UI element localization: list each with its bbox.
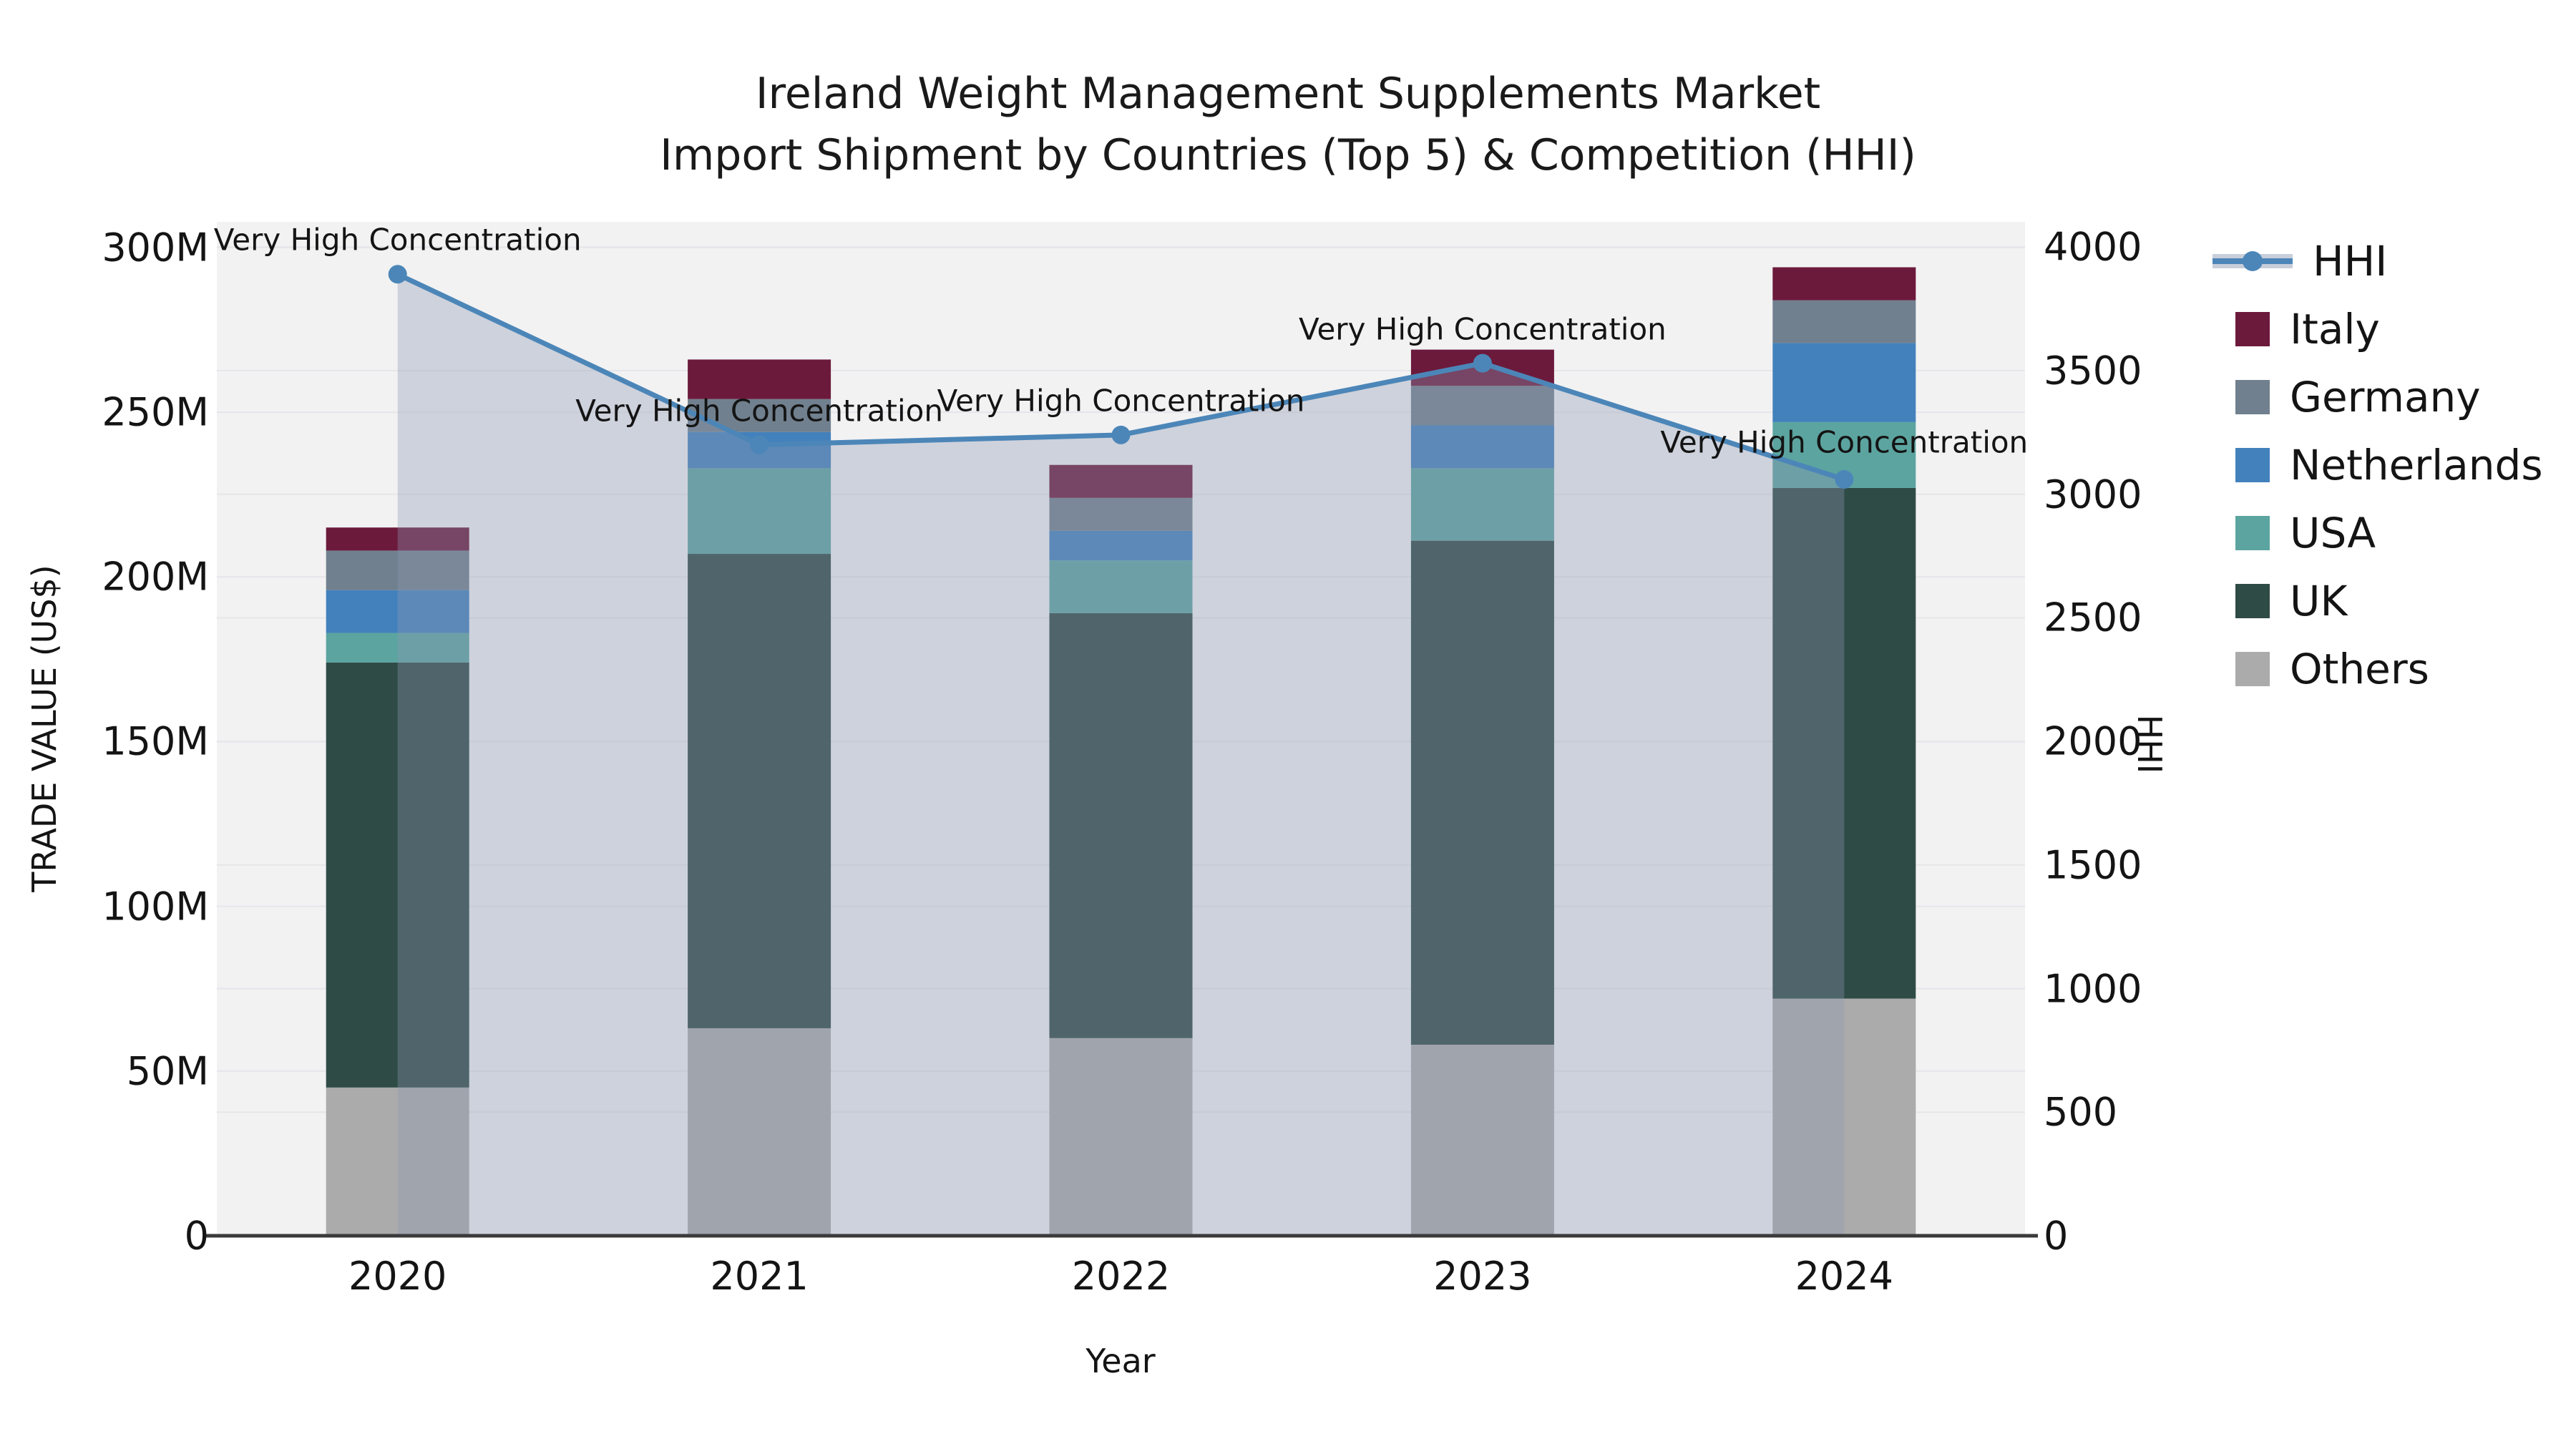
legend-swatch-usa	[2235, 516, 2270, 550]
legend-item-uk: UK	[2212, 576, 2348, 626]
legend-swatch-italy	[2235, 312, 2270, 346]
x-tick-2022: 2022	[1071, 1254, 1171, 1299]
legend-label-uk: UK	[2290, 577, 2348, 625]
y-right-tick-4000: 4000	[2044, 224, 2142, 270]
y-right-tick-1500: 1500	[2044, 842, 2142, 888]
legend-label-italy: Italy	[2290, 305, 2380, 353]
annotation-2022: Very High Concentration	[937, 383, 1305, 419]
legend-item-others: Others	[2212, 644, 2429, 694]
bar-segment-germany-2023	[1410, 386, 1554, 426]
hhi-marker-2023	[1473, 353, 1492, 373]
y-right-tick-500: 500	[2044, 1089, 2118, 1135]
legend-swatch-uk	[2235, 584, 2270, 618]
bar-segment-netherlands-2023	[1410, 425, 1554, 469]
bar-segment-others-2024	[1772, 998, 1916, 1236]
bar-segment-others-2021	[688, 1028, 831, 1236]
bar-segment-germany-2024	[1772, 300, 1916, 343]
bar-segment-uk-2024	[1772, 487, 1916, 999]
legend-item-italy: Italy	[2212, 304, 2380, 354]
bar-segment-others-2020	[326, 1087, 469, 1236]
y-right-tick-2500: 2500	[2044, 595, 2142, 640]
bar-segment-uk-2021	[688, 554, 831, 1028]
y-left-tick-0: 0	[184, 1213, 209, 1259]
annotation-2024: Very High Concentration	[1660, 424, 2029, 460]
y-right-tick-1000: 1000	[2044, 966, 2142, 1012]
y-left-tick-250M: 250M	[102, 389, 209, 435]
hhi-line-marker-dot	[2243, 251, 2263, 271]
annotation-2021: Very High Concentration	[575, 393, 943, 429]
bar-segment-usa-2021	[688, 468, 831, 555]
y-right-tick-3500: 3500	[2044, 348, 2142, 394]
bar-segment-others-2022	[1049, 1038, 1193, 1236]
x-tick-2024: 2024	[1795, 1254, 1894, 1299]
y-left-tick-300M: 300M	[102, 225, 209, 270]
hhi-area-fill	[397, 274, 1845, 1236]
hhi-marker-2022	[1111, 425, 1131, 444]
bar-segment-uk-2023	[1410, 540, 1554, 1045]
legend-label-others: Others	[2290, 645, 2429, 693]
x-tick-2023: 2023	[1433, 1254, 1532, 1299]
bar-segment-netherlands-2022	[1049, 530, 1193, 561]
legend-label-germany: Germany	[2290, 373, 2481, 421]
legend-item-usa: USA	[2212, 508, 2376, 558]
x-axis-title: Year	[1085, 1342, 1156, 1380]
bar-segment-germany-2020	[326, 550, 469, 590]
bar-segment-italy-2024	[1772, 267, 1916, 301]
legend-label-usa: USA	[2290, 509, 2376, 557]
y-right-tick-0: 0	[2044, 1213, 2069, 1259]
legend-item-germany: Germany	[2212, 372, 2481, 422]
annotation-2020: Very High Concentration	[213, 222, 582, 258]
bar-segment-uk-2020	[326, 662, 469, 1088]
bar-segment-usa-2023	[1410, 468, 1554, 541]
legend-swatch-others	[2235, 652, 2270, 686]
y-left-tick-200M: 200M	[102, 554, 209, 600]
legend-item-hhi: HHI	[2212, 236, 2387, 286]
legend-swatch-germany	[2235, 380, 2270, 414]
bar-segment-italy-2022	[1049, 464, 1193, 498]
legend-item-netherlands: Netherlands	[2212, 440, 2543, 490]
y-left-tick-50M: 50M	[126, 1048, 209, 1094]
bar-segment-italy-2020	[326, 527, 469, 551]
x-tick-2020: 2020	[348, 1254, 447, 1299]
y-right-tick-2000: 2000	[2044, 718, 2142, 764]
chart-title: Ireland Weight Management Supplements Ma…	[0, 63, 2576, 186]
hhi-marker-2021	[750, 435, 769, 454]
bar-segment-netherlands-2020	[326, 590, 469, 633]
hhi-line-swatch-icon	[2212, 244, 2293, 278]
bar-segment-usa-2022	[1049, 560, 1193, 613]
legend-label-hhi: HHI	[2313, 237, 2388, 286]
bar-segment-usa-2020	[326, 633, 469, 663]
chart-title-line1: Ireland Weight Management Supplements Ma…	[755, 69, 1821, 119]
x-tick-2021: 2021	[710, 1254, 809, 1299]
y-right-tick-3000: 3000	[2044, 472, 2142, 517]
annotation-2023: Very High Concentration	[1298, 311, 1667, 347]
y-left-tick-100M: 100M	[102, 884, 209, 930]
chart-title-line2: Import Shipment by Countries (Top 5) & C…	[660, 130, 1916, 180]
bar-segment-germany-2021	[688, 399, 831, 432]
bar-segment-others-2023	[1410, 1044, 1554, 1236]
bar-segment-germany-2022	[1049, 497, 1193, 531]
bar-segment-netherlands-2024	[1772, 343, 1916, 422]
hhi-marker-2020	[388, 265, 407, 284]
legend-label-netherlands: Netherlands	[2290, 441, 2543, 489]
bar-segment-italy-2021	[688, 359, 831, 399]
bar-segment-uk-2022	[1049, 613, 1193, 1038]
legend-swatch-netherlands	[2235, 448, 2270, 482]
y-left-tick-150M: 150M	[102, 718, 209, 764]
hhi-marker-2024	[1835, 469, 1854, 489]
